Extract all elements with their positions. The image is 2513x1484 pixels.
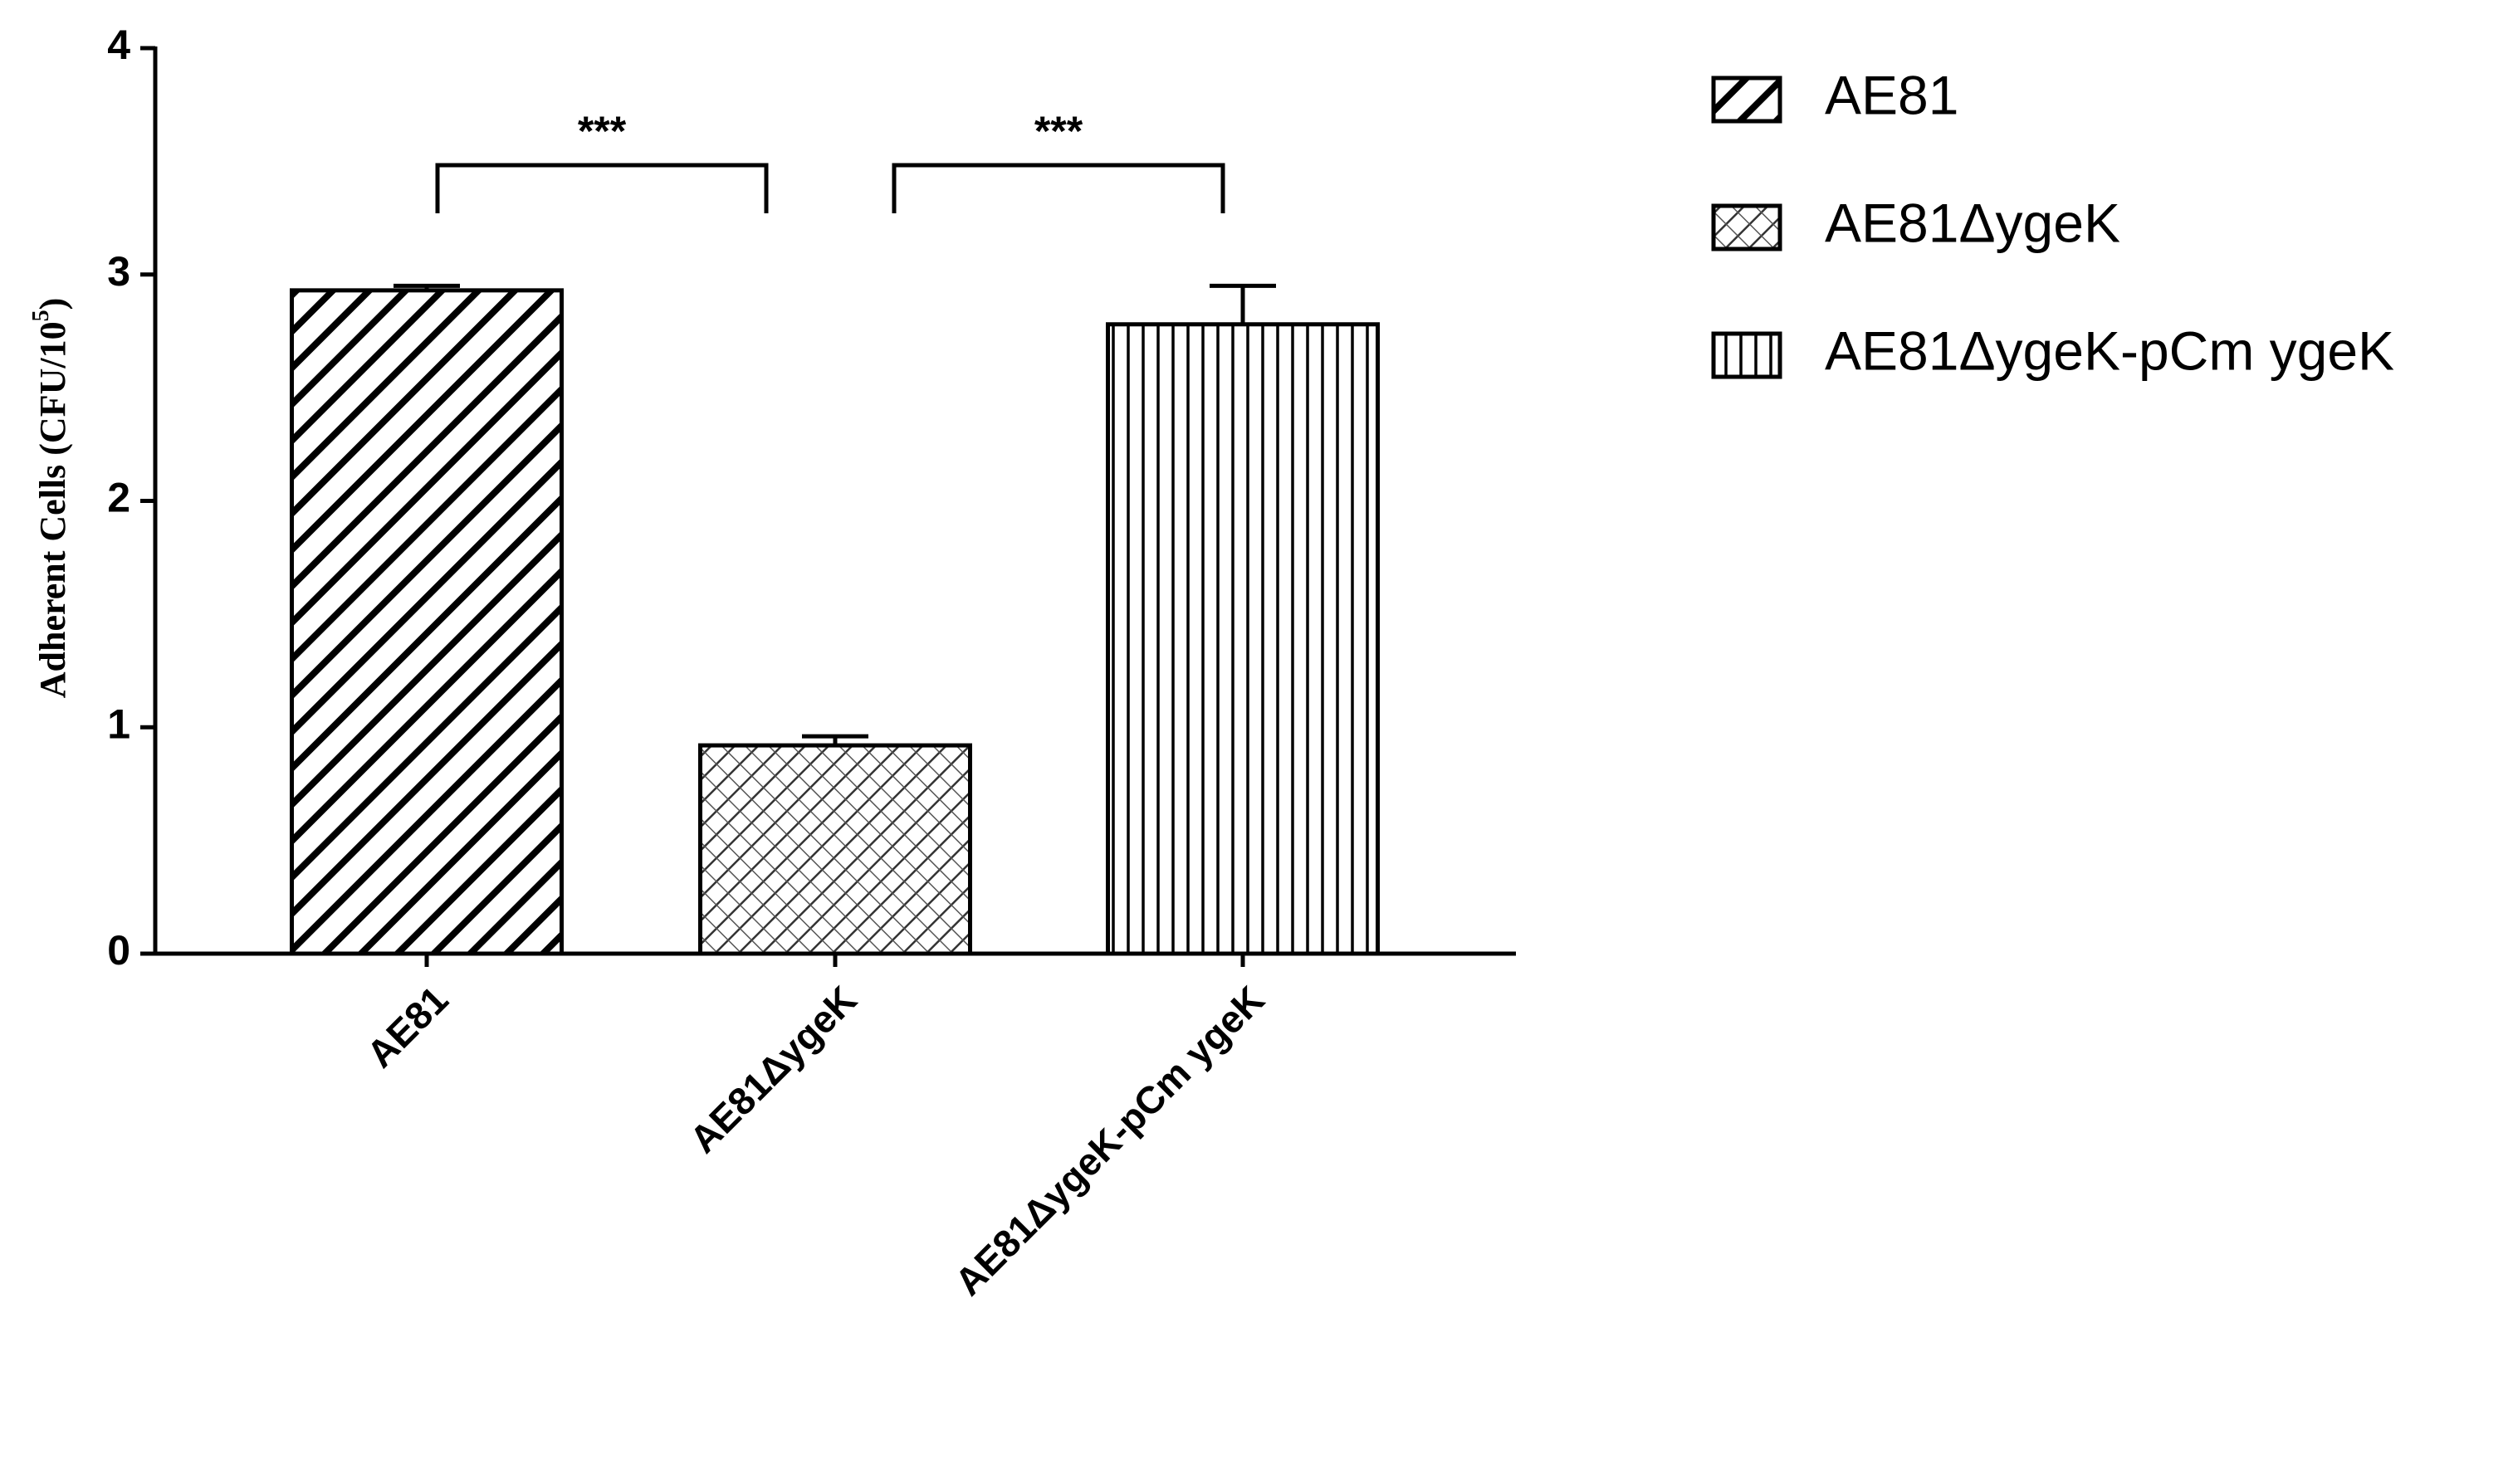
- x-tick-label: AE81ΔygeK: [682, 978, 865, 1161]
- legend-swatch: [1711, 331, 1782, 379]
- y-label-text: Adherent Cells (CFU/10: [32, 321, 73, 698]
- error-bar: [802, 734, 868, 746]
- bar: [290, 288, 564, 956]
- legend-label: AE81: [1825, 64, 1958, 125]
- y-axis-label: Adherent Cells (CFU/105): [28, 298, 73, 698]
- bar: [1106, 322, 1380, 956]
- y-tick-label: 2: [107, 475, 130, 521]
- y-tick-label: 4: [107, 22, 130, 68]
- significance-label: ***: [578, 108, 627, 154]
- bar: [698, 743, 972, 956]
- significance-bracket: [435, 163, 769, 213]
- legend-label: AE81ΔygeK-pCm ygeK: [1825, 320, 2394, 381]
- y-tick-label: 3: [107, 248, 130, 295]
- significance-bracket: [892, 163, 1225, 213]
- x-tick-label: AE81: [359, 978, 457, 1076]
- legend-swatch: [1711, 203, 1782, 251]
- y-label-sup: 5: [28, 310, 54, 321]
- legend-label: AE81ΔygeK: [1825, 192, 2120, 253]
- x-tick-label: AE81ΔygeK-pCm ygeK: [946, 978, 1273, 1304]
- y-tick-label: 0: [107, 927, 130, 974]
- legend-swatch: [1711, 76, 1782, 124]
- error-bar: [394, 283, 460, 290]
- y-tick-label: 1: [107, 701, 130, 747]
- error-bar: [1210, 283, 1276, 325]
- y-label-end: ): [32, 298, 73, 310]
- significance-label: ***: [1034, 108, 1083, 154]
